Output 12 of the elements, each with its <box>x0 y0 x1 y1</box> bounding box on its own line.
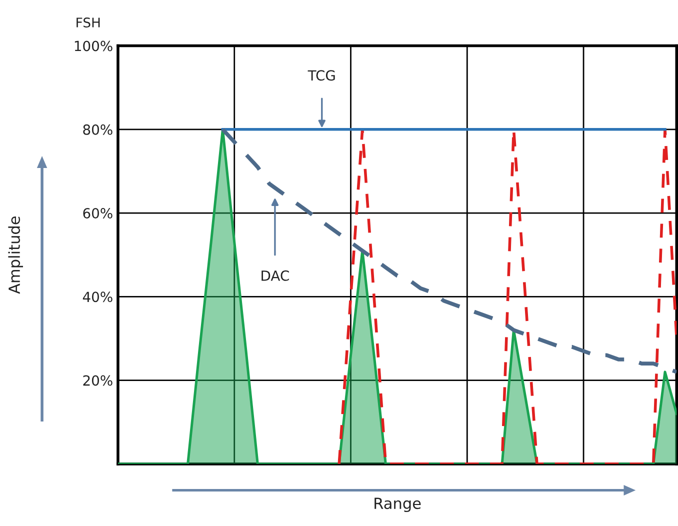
y-axis-title: Amplitude <box>8 216 23 294</box>
y-tick-label: 40% <box>82 292 112 302</box>
line-series <box>338 128 677 464</box>
annotation: TCG <box>308 70 335 81</box>
y-tick-label: 60% <box>83 208 112 219</box>
y-tick-label: 80% <box>83 124 112 135</box>
y-tick-label: 100% <box>74 40 112 52</box>
line-series <box>220 127 677 374</box>
annotation: DAC <box>262 270 289 281</box>
text: FSH <box>76 18 100 28</box>
y-tick-label: 20% <box>83 375 112 386</box>
x-axis-title: Range <box>374 498 421 512</box>
